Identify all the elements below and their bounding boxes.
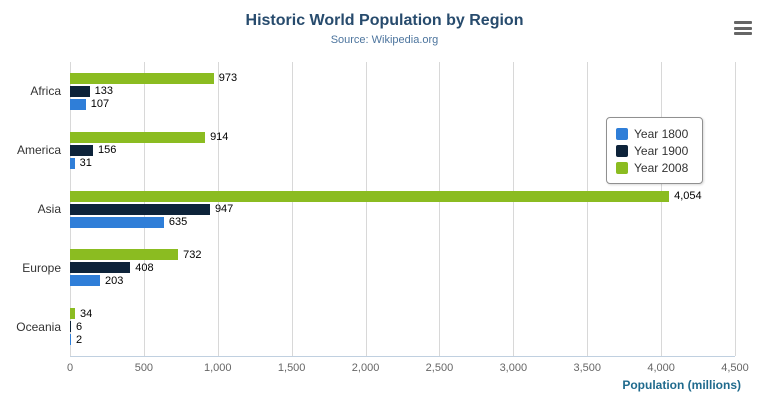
- gridline: [735, 62, 736, 356]
- bar-year-1900-africa[interactable]: [70, 85, 90, 97]
- chart-subtitle: Source: Wikipedia.org: [330, 34, 439, 46]
- x-axis-title: Population (millions): [622, 378, 741, 392]
- x-tick-label: 4,000: [647, 362, 675, 374]
- gridline: [439, 62, 441, 356]
- x-tick-label: 1,000: [204, 362, 232, 374]
- gridline: [291, 62, 293, 356]
- gridline: [587, 62, 589, 356]
- bar-value-label: 973: [218, 72, 238, 85]
- bar-year-1800-europe[interactable]: [70, 275, 100, 287]
- bar-year-1800-asia[interactable]: [70, 216, 164, 228]
- x-tick-label: 1,500: [277, 362, 306, 374]
- legend-item-year-2008[interactable]: Year 2008: [616, 159, 693, 176]
- x-tick-label: 500: [134, 362, 154, 374]
- x-tick-label: 4,500: [721, 362, 749, 374]
- bar-value-label: 107: [90, 98, 110, 111]
- bar-value-label: 156: [98, 144, 117, 157]
- legend-symbol: [616, 127, 628, 140]
- bar-year-1900-america[interactable]: [70, 144, 94, 156]
- category-label-asia: Asia: [37, 202, 61, 216]
- bar-year-2008-america[interactable]: [70, 131, 206, 143]
- legend: Year 1800 Year 1900 Year 2008: [606, 117, 703, 184]
- bar-year-2008-oceania[interactable]: [70, 308, 76, 320]
- hamburger-menu-icon[interactable]: [733, 20, 753, 36]
- x-tick-label: 2,000: [351, 362, 380, 374]
- bar-year-2008-africa[interactable]: [70, 72, 214, 84]
- legend-symbol: [616, 144, 628, 157]
- legend-label: Year 2008: [634, 160, 689, 175]
- gridline: [513, 62, 515, 356]
- category-label-africa: Africa: [30, 84, 61, 99]
- bar-year-2008-europe[interactable]: [70, 249, 179, 261]
- bar-value-label: 133: [94, 85, 113, 98]
- legend-symbol: [616, 161, 628, 174]
- hamburger-line: [734, 21, 752, 24]
- chart-title: Historic World Population by Region: [245, 12, 524, 29]
- bar-value-label: 2: [76, 333, 83, 346]
- bar-value-label: 408: [135, 261, 154, 274]
- x-tick-label: 3,000: [499, 362, 528, 374]
- legend-item-year-1800[interactable]: Year 1800: [616, 125, 693, 142]
- bar-value-label: 947: [214, 203, 234, 215]
- bar-value-label: 31: [79, 157, 92, 170]
- bar-year-2008-asia[interactable]: [70, 190, 670, 202]
- legend-item-year-1900[interactable]: Year 1900: [616, 142, 693, 159]
- bar-year-1800-africa[interactable]: [70, 98, 86, 110]
- x-tick-label: 2,500: [425, 362, 454, 374]
- bar-year-1900-europe[interactable]: [70, 262, 131, 274]
- category-label-europe: Europe: [22, 260, 61, 275]
- bar-year-1900-oceania[interactable]: [70, 321, 71, 333]
- x-tick-label: 0: [66, 362, 74, 374]
- bar-year-1800-america[interactable]: [70, 157, 75, 169]
- legend-label: Year 1900: [634, 143, 689, 158]
- x-axis-line: [70, 356, 735, 357]
- bar-value-label: 914: [210, 131, 229, 144]
- gridline: [365, 62, 367, 356]
- gridline: [217, 62, 219, 356]
- bar-year-1900-asia[interactable]: [70, 203, 210, 215]
- category-label-america: America: [16, 143, 61, 158]
- bar-value-label: 34: [80, 307, 93, 320]
- legend-label: Year 1800: [634, 126, 689, 141]
- bar-value-label: 203: [104, 274, 124, 287]
- bar-value-label: 635: [168, 216, 188, 228]
- hamburger-line: [734, 26, 752, 30]
- x-tick-label: 3,500: [573, 362, 601, 374]
- gridline: [661, 62, 663, 356]
- bar-value-label: 6: [76, 320, 83, 333]
- bar-value-label: 732: [183, 248, 202, 261]
- bar-year-1800-oceania[interactable]: [70, 334, 71, 346]
- bar-value-label: 4,054: [674, 190, 702, 202]
- category-label-oceania: Oceania: [16, 319, 61, 334]
- hamburger-line: [734, 32, 752, 35]
